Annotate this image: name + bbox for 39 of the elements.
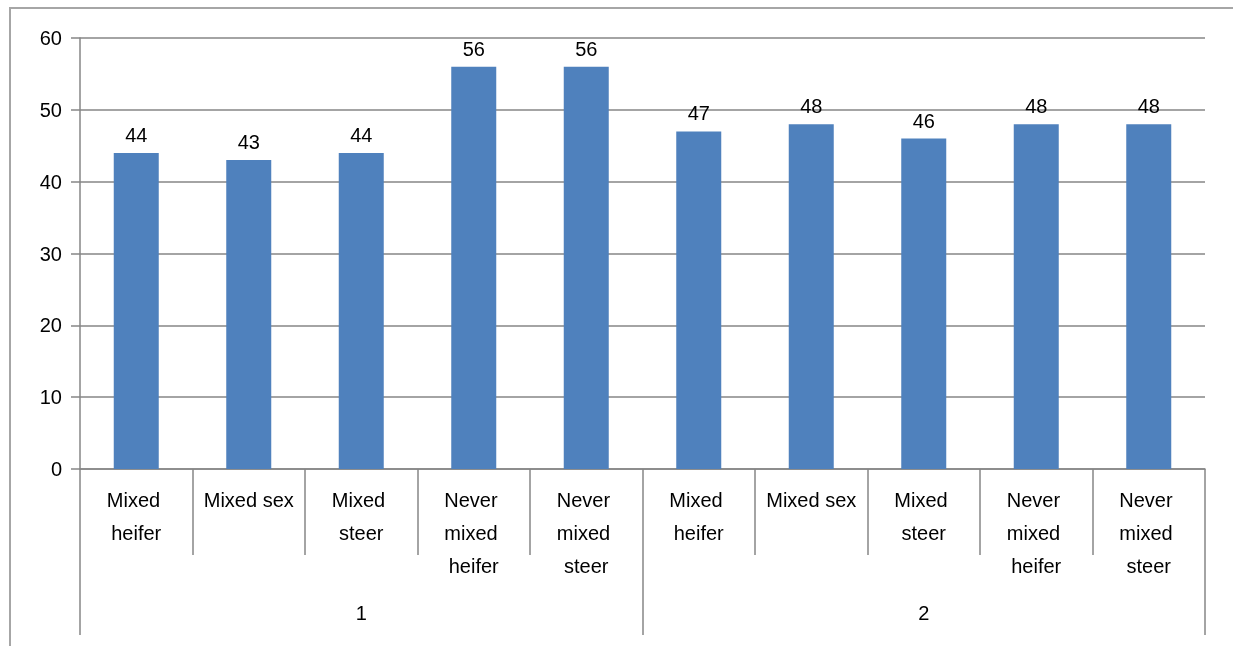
- data-label: 56: [575, 37, 598, 60]
- data-label: 46: [912, 109, 935, 132]
- data-label: 47: [687, 102, 710, 125]
- y-tick-label: 10: [39, 386, 62, 409]
- bar: [451, 66, 497, 469]
- x-tick-label: Mixed steer: [894, 488, 954, 544]
- x-tick-label: Never mixed steer: [556, 488, 616, 577]
- y-tick-label: 0: [50, 458, 62, 480]
- x-tick-label: Never mixed heifer: [444, 488, 504, 577]
- data-label: 43: [237, 131, 260, 154]
- data-label: 48: [1137, 95, 1160, 118]
- data-label: 44: [350, 123, 373, 146]
- y-tick-label: 60: [39, 27, 62, 49]
- bar: [563, 66, 609, 469]
- bar: [788, 124, 834, 469]
- bar: [1013, 124, 1059, 469]
- x-tick-label: Mixed sex: [203, 488, 294, 511]
- x-tick-label: Mixed heifer: [669, 488, 729, 544]
- x-tick-label: Mixed heifer: [106, 488, 166, 544]
- y-tick-label: 30: [39, 242, 62, 265]
- text: 2: [918, 602, 930, 624]
- bar: [901, 138, 947, 469]
- bar: [113, 152, 159, 469]
- y-tick-label: 40: [39, 170, 62, 193]
- bar: [226, 160, 272, 469]
- bar: [338, 152, 384, 469]
- text: 1: [355, 602, 367, 624]
- data-label: 44: [125, 123, 148, 146]
- x-tick-label: Never mixed steer: [1119, 488, 1179, 577]
- x-tick-label: Never mixed heifer: [1006, 488, 1066, 577]
- x-tick-label: Mixed sex: [766, 488, 857, 511]
- y-tick-label: 50: [39, 98, 62, 121]
- bar: [676, 131, 722, 469]
- y-tick-label: 20: [39, 314, 62, 337]
- data-label: 48: [800, 95, 823, 118]
- data-label: 48: [1025, 95, 1048, 118]
- x-tick-label: Mixed steer: [331, 488, 391, 544]
- data-label: 56: [462, 37, 485, 60]
- bar: [1126, 124, 1172, 469]
